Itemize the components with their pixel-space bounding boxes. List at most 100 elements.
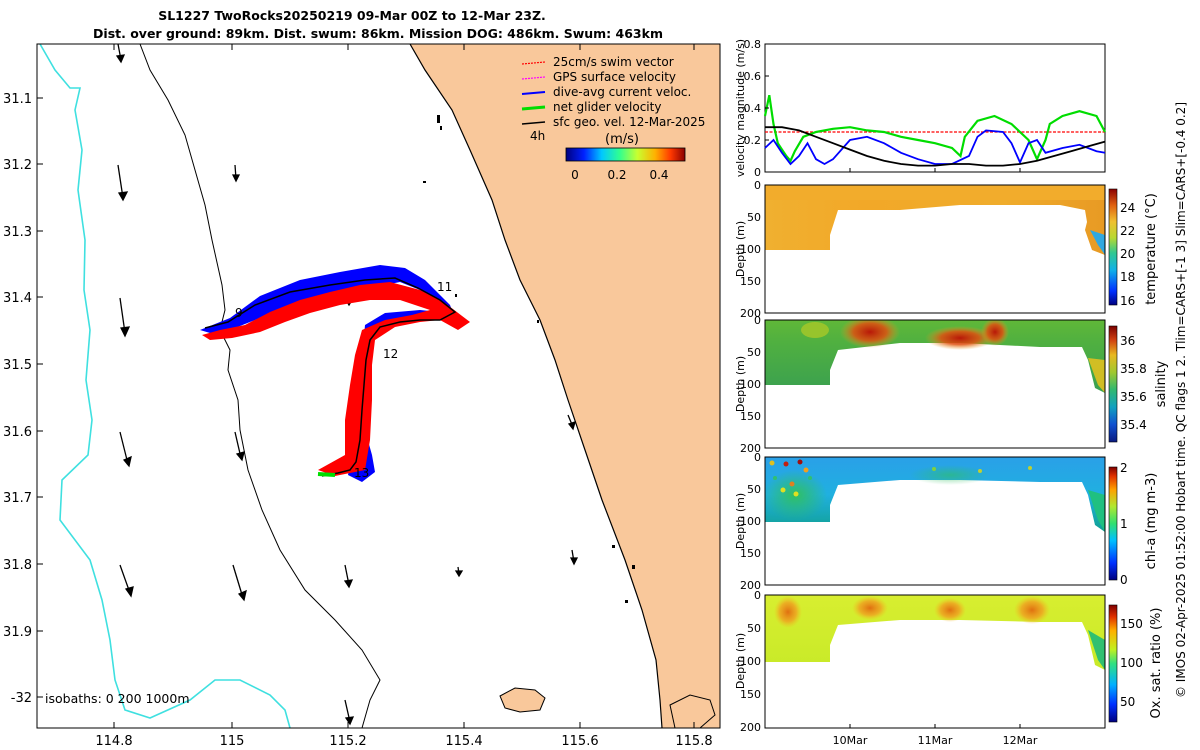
x-tick-label: 115.2 <box>329 734 366 749</box>
velocity-y-tick: 0.2 <box>744 134 762 147</box>
salinity-colorbar-ticks: 36 35.8 35.6 35.4 <box>1120 334 1147 432</box>
y-tick-label: 31.1 <box>3 92 32 107</box>
svg-text:22: 22 <box>1120 224 1135 238</box>
svg-text:1: 1 <box>1120 517 1128 531</box>
salinity-cbar-label: salinity <box>1154 360 1169 407</box>
velocity-series-sfc-geo-vel- <box>765 126 1106 167</box>
svg-text:0: 0 <box>754 451 761 464</box>
island <box>499 687 546 713</box>
coastline <box>409 44 663 728</box>
svg-text:200: 200 <box>740 307 761 320</box>
chla-cbar-label: chl-a (mg m-3) <box>1144 473 1159 570</box>
map-x-axis: 114.8 115 115.2 115.4 115.6 115.8 <box>95 44 713 749</box>
land-area <box>410 44 720 728</box>
salinity-colorbar <box>1108 325 1118 443</box>
oxygen-colorbar-ticks: 150 100 50 <box>1120 617 1143 709</box>
y-tick-label: 31.6 <box>3 425 32 440</box>
islets <box>423 115 635 603</box>
svg-text:35.6: 35.6 <box>1120 390 1147 404</box>
time-tick-label: 12Mar <box>1003 734 1038 747</box>
glider-path <box>204 277 457 477</box>
time-tick-label: 10Mar <box>833 734 868 747</box>
chla-colorbar <box>1108 466 1118 581</box>
day-marker-12: 12 <box>383 347 398 361</box>
svg-text:50: 50 <box>747 483 761 496</box>
side-caption: © IMOS 02-Apr-2025 01:52:00 Hobart time.… <box>1174 102 1188 698</box>
svg-text:net glider velocity: net glider velocity <box>553 100 661 114</box>
temperature-cbar-label: temperature (°C) <box>1144 193 1159 305</box>
velocity-y-tick: 0.6 <box>744 70 762 83</box>
svg-text:150: 150 <box>1120 617 1143 631</box>
figure-subtitle: Dist. over ground: 89km. Dist. swum: 86k… <box>93 26 663 41</box>
chla-field <box>765 457 1105 532</box>
y-tick-label: 31.4 <box>3 291 32 306</box>
velocity-series-net-glider-velocity <box>763 94 1106 163</box>
isobath-200m <box>139 44 381 728</box>
svg-text:150: 150 <box>740 275 761 288</box>
svg-text:35.4: 35.4 <box>1120 418 1147 432</box>
oxygen-colorbar <box>1108 604 1118 723</box>
temperature-ylabel: Depth (m) <box>734 221 747 277</box>
svg-text:50: 50 <box>747 346 761 359</box>
svg-text:50: 50 <box>1120 695 1135 709</box>
velocity-panel: 0 0.2 0.4 0.6 0.8 velocity magnitude (m/s) <box>734 38 1106 179</box>
velocity-y-tick: 0.8 <box>744 38 762 51</box>
y-tick-label: -32 <box>11 691 32 706</box>
colorbar-unit: (m/s) <box>605 132 639 147</box>
glider-track: 9 11 12 13 <box>200 265 470 482</box>
x-tick-label: 114.8 <box>95 734 132 749</box>
x-tick-label: 115.4 <box>445 734 482 749</box>
y-tick-label: 31.9 <box>3 625 32 640</box>
chla-y-axis: 0 50 100 150 200 <box>740 451 761 592</box>
svg-text:100: 100 <box>740 243 761 256</box>
svg-text:25cm/s swim vector: 25cm/s swim vector <box>553 55 674 69</box>
velocity-y-tick: 0 <box>754 166 761 179</box>
svg-text:100: 100 <box>740 515 761 528</box>
svg-text:200: 200 <box>740 579 761 592</box>
chla-colorbar-ticks: 2 1 0 <box>1120 461 1128 587</box>
isobath-1000m <box>39 44 291 728</box>
temperature-field <box>765 185 1105 255</box>
net-glider-end <box>317 472 336 477</box>
oxygen-cbar-label: Ox. sat. ratio (%) <box>1149 608 1164 719</box>
svg-text:150: 150 <box>740 688 761 701</box>
svg-text:100: 100 <box>740 655 761 668</box>
svg-text:0.2: 0.2 <box>607 168 626 182</box>
isobath-label: isobaths: 0 200 1000m <box>45 691 190 706</box>
day-marker-9: 9 <box>235 306 243 320</box>
velocity-series <box>763 94 1106 167</box>
svg-text:18: 18 <box>1120 270 1135 284</box>
svg-text:0: 0 <box>754 589 761 602</box>
legend-net-glider: net glider velocity <box>521 100 661 114</box>
legend-swim-vector: 25cm/s swim vector <box>521 55 674 69</box>
map-legend: 25cm/s swim vector GPS surface velocity … <box>521 55 705 182</box>
legend-4h: 4h <box>530 129 545 143</box>
svg-text:150: 150 <box>740 410 761 423</box>
chla-ylabel: Depth (m) <box>734 493 747 549</box>
svg-text:36: 36 <box>1120 334 1135 348</box>
svg-text:0: 0 <box>754 179 761 192</box>
svg-text:16: 16 <box>1120 294 1135 308</box>
chla-section: Depth (m) 0 50 100 150 200 2 1 0 chl-a (… <box>734 451 1159 592</box>
svg-text:150: 150 <box>740 547 761 560</box>
salinity-section: Depth (m) 0 50 100 150 200 36 35.8 35.6 … <box>734 314 1169 455</box>
track-map: 9 11 12 13 114.8 115 115.2 115.4 115.6 1… <box>3 43 721 749</box>
svg-text:GPS surface velocity: GPS surface velocity <box>553 70 676 84</box>
time-axis: 10Mar 11Mar 12Mar <box>833 168 1038 747</box>
svg-text:24: 24 <box>1120 201 1135 215</box>
salinity-ylabel: Depth (m) <box>734 356 747 412</box>
x-tick-label: 115 <box>220 734 245 749</box>
y-tick-label: 31.3 <box>3 225 32 240</box>
temperature-y-axis: 0 50 100 150 200 <box>740 179 761 320</box>
svg-text:100: 100 <box>1120 656 1143 670</box>
velocity-ylabel: velocity magnitude (m/s) <box>734 39 747 177</box>
svg-text:0: 0 <box>571 168 579 182</box>
speed-colorbar <box>565 147 686 162</box>
svg-text:0.4: 0.4 <box>649 168 668 182</box>
legend-gps-velocity: GPS surface velocity <box>521 70 676 84</box>
figure-title: SL1227 TwoRocks20250219 09-Mar 00Z to 12… <box>158 8 546 23</box>
svg-text:sfc geo. vel. 12-Mar-2025: sfc geo. vel. 12-Mar-2025 <box>553 115 705 129</box>
oxygen-ylabel: Depth (m) <box>734 633 747 689</box>
x-tick-label: 115.6 <box>561 734 598 749</box>
